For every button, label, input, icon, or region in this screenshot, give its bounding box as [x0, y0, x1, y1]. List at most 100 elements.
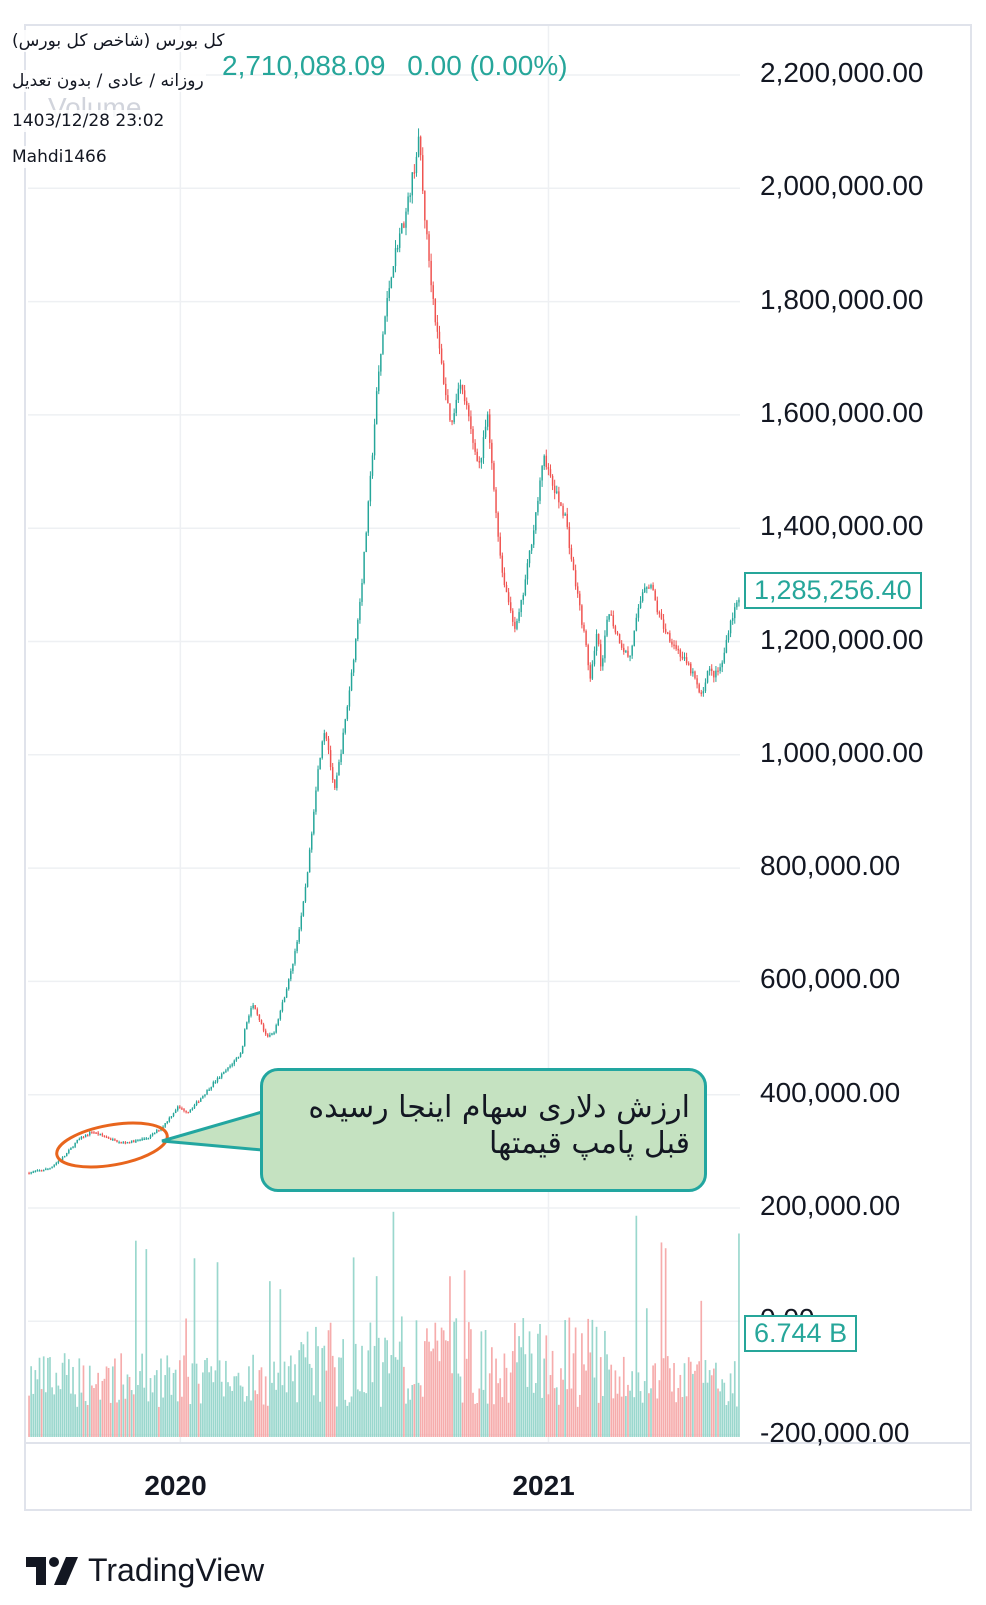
volume-bar	[532, 1392, 535, 1437]
candle-body	[172, 1113, 175, 1117]
volume-bar	[176, 1401, 179, 1437]
volume-bar	[354, 1343, 357, 1437]
volume-bar	[109, 1402, 112, 1437]
candle-body	[585, 630, 587, 646]
candle-body	[313, 811, 315, 834]
volume-bar	[233, 1376, 236, 1437]
candle-body	[124, 1142, 127, 1144]
candle-body	[474, 442, 476, 452]
candle-body	[210, 1086, 212, 1090]
volume-bar	[187, 1376, 190, 1437]
volume-bar	[671, 1391, 673, 1437]
candle-body	[528, 550, 531, 564]
volume-bar	[298, 1350, 301, 1437]
candle-body	[482, 437, 485, 458]
candle-body	[384, 316, 386, 335]
volume-bar	[405, 1403, 407, 1437]
volume-bar	[610, 1364, 613, 1437]
volume-bar	[367, 1350, 370, 1437]
volume-bar	[396, 1359, 399, 1437]
candle-body	[227, 1067, 229, 1071]
candle-body	[28, 1172, 30, 1175]
candle-body	[109, 1138, 112, 1141]
volume-bar	[474, 1403, 476, 1437]
candle-body	[459, 384, 462, 389]
volume-bar	[375, 1276, 378, 1437]
candle-body	[681, 656, 684, 659]
candle-body	[158, 1130, 160, 1132]
volume-bar	[497, 1383, 499, 1437]
candle-body	[587, 645, 589, 666]
y-tick-label: 1,000,000.00	[760, 736, 924, 768]
candle-body	[656, 600, 659, 613]
volume-bar	[618, 1376, 621, 1437]
volume-bar	[430, 1351, 432, 1437]
candle-body	[409, 195, 411, 197]
volume-bar	[518, 1336, 520, 1437]
candle-body	[103, 1135, 106, 1137]
volume-bar	[42, 1356, 45, 1437]
volume-bar	[528, 1331, 531, 1437]
volume-bar	[574, 1327, 577, 1437]
volume-bar	[254, 1390, 257, 1437]
candle-body	[248, 1015, 250, 1023]
candle-body	[51, 1166, 53, 1169]
candle-body	[723, 652, 726, 663]
volume-bar	[558, 1404, 560, 1437]
candle-body	[145, 1138, 148, 1140]
volume-bar	[319, 1401, 321, 1437]
candle-body	[551, 475, 554, 486]
volume-bar	[392, 1211, 395, 1437]
volume-bar	[675, 1402, 677, 1437]
candle-body	[440, 348, 443, 364]
tradingview-brand[interactable]: TradingView	[26, 1552, 264, 1589]
volume-bar	[313, 1395, 315, 1437]
annotation-callout[interactable]	[260, 1068, 707, 1192]
candle-body	[530, 544, 533, 551]
volume-bar	[564, 1320, 566, 1437]
candle-body	[89, 1132, 91, 1135]
volume-bar	[553, 1388, 556, 1437]
volume-bar	[459, 1376, 462, 1437]
volume-bar	[499, 1378, 502, 1437]
volume-bar	[654, 1363, 657, 1437]
volume-bar	[212, 1382, 215, 1437]
volume-bar	[70, 1393, 72, 1437]
candle-body	[269, 1034, 271, 1037]
volume-bars	[28, 1211, 740, 1437]
candle-body	[327, 738, 330, 751]
volume-bar	[509, 1372, 512, 1437]
candle-body	[572, 559, 575, 571]
candle-body	[604, 635, 606, 659]
candle-body	[354, 639, 357, 661]
candle-body	[281, 1002, 284, 1011]
volume-bar	[210, 1366, 213, 1437]
volume-bar	[114, 1358, 116, 1437]
volume-bar	[185, 1318, 187, 1437]
candle-body	[512, 610, 514, 622]
volume-bar	[49, 1357, 51, 1437]
volume-bar	[639, 1391, 642, 1437]
volume-bar	[91, 1385, 93, 1437]
candle-body	[363, 551, 365, 584]
volume-bar	[248, 1366, 250, 1437]
volume-bar	[55, 1372, 58, 1437]
candle-body	[174, 1110, 177, 1114]
candle-body	[223, 1071, 225, 1074]
volume-bar	[470, 1329, 472, 1437]
volume-bar	[241, 1386, 244, 1437]
candle-body	[235, 1058, 238, 1061]
candle-body	[401, 223, 403, 234]
candle-body	[114, 1139, 116, 1141]
candle-body	[375, 391, 378, 425]
candle-body	[241, 1045, 244, 1053]
volume-bar	[539, 1323, 541, 1437]
candle-body	[627, 650, 629, 657]
candle-body	[715, 670, 717, 678]
candle-body	[49, 1168, 51, 1170]
volume-bar	[388, 1373, 391, 1437]
candle-body	[660, 613, 663, 620]
volume-bar	[202, 1372, 204, 1437]
candle-body	[449, 403, 451, 421]
